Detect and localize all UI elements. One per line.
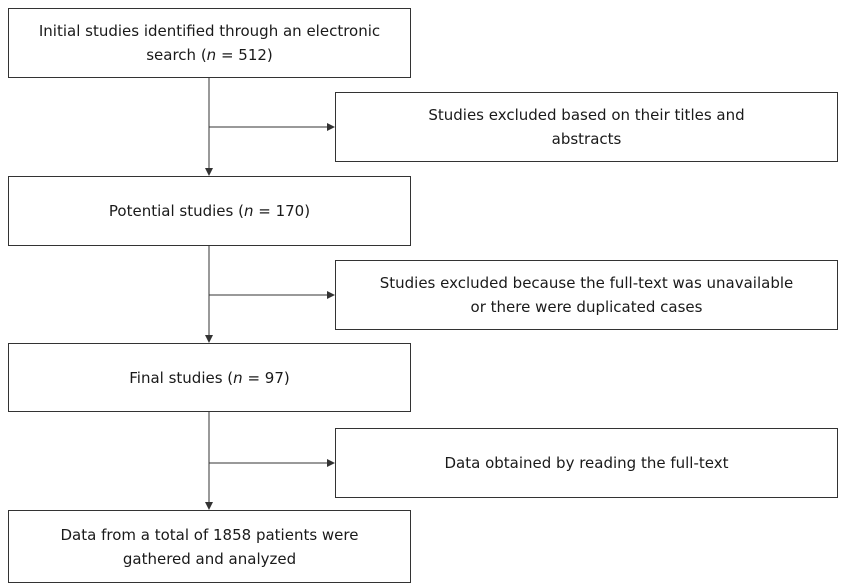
final-text-after: = 97)	[242, 368, 290, 387]
initial-n-symbol: n	[206, 46, 217, 64]
potential-n-symbol: n	[243, 202, 254, 220]
data-obtained-box: Data obtained by reading the full-text	[335, 428, 838, 498]
initial-studies-box: Initial studies identified through an el…	[8, 8, 411, 78]
potential-text-before: Potential studies (	[108, 202, 244, 220]
initial-text-after: = 512)	[216, 46, 273, 64]
final-studies-text: Final studies (n = 97)	[129, 366, 289, 390]
excluded-titles-text: Studies excluded based on their titles a…	[428, 106, 745, 148]
initial-studies-text: Initial studies identified through an el…	[19, 19, 400, 67]
excluded-fulltext-text: Studies excluded because the full-text w…	[379, 274, 794, 316]
excluded-titles-box: Studies excluded based on their titles a…	[335, 92, 838, 162]
final-text-before: Final studies (	[129, 368, 234, 387]
potential-studies-text: Potential studies (n = 170)	[109, 199, 310, 223]
data-obtained-text: Data obtained by reading the full-text	[444, 454, 729, 472]
potential-text-after: = 170)	[253, 202, 311, 220]
potential-studies-box: Potential studies (n = 170)	[8, 176, 411, 246]
excluded-fulltext-box: Studies excluded because the full-text w…	[335, 260, 838, 330]
final-studies-box: Final studies (n = 97)	[8, 343, 411, 412]
total-patients-box: Data from a total of 1858 patients were …	[8, 510, 411, 583]
total-patients-text: Data from a total of 1858 patients were …	[60, 525, 359, 568]
final-n-symbol: n	[233, 368, 243, 387]
initial-text-before: Initial studies identified through an el…	[38, 22, 381, 64]
